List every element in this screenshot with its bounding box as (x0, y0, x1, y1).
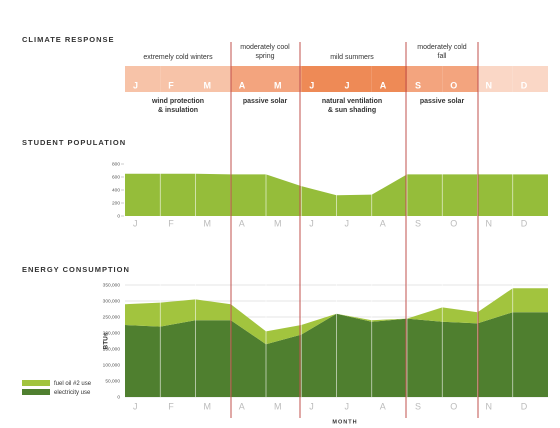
month-cell (160, 66, 196, 92)
x-tick-label: J (345, 401, 350, 411)
area-extension (512, 174, 548, 216)
section-title: CLIMATE RESPONSE (22, 35, 115, 44)
x-tick-label: N (486, 218, 493, 228)
season-label: extremely cold winters (143, 54, 213, 61)
strategy-label: & sun shading (328, 107, 376, 114)
y-tick-label: 50,000 (105, 378, 120, 384)
season-label: fall (438, 53, 447, 60)
x-tick-label: M (274, 218, 282, 228)
x-tick-label: J (309, 218, 314, 228)
month-cell (442, 66, 478, 92)
month-label: D (521, 80, 528, 90)
x-tick-label: N (486, 401, 493, 411)
area (125, 173, 513, 216)
season-label: moderately cool (240, 44, 290, 51)
x-axis-label: MONTH (332, 419, 357, 425)
month-label: J (345, 80, 350, 90)
month-label: S (415, 80, 421, 90)
y-tick-label: 400 (112, 187, 120, 193)
x-tick-label: M (204, 218, 212, 228)
x-tick-label: S (415, 218, 421, 228)
x-tick-label: S (415, 401, 421, 411)
x-tick-label: D (521, 401, 528, 411)
x-tick-label: O (450, 401, 457, 411)
month-cell (336, 66, 372, 92)
legend-label: fuel oil #2 use (54, 381, 92, 387)
x-tick-label: A (239, 218, 245, 228)
month-cell (195, 66, 231, 92)
month-cell (266, 66, 302, 92)
x-tick-label: D (521, 218, 528, 228)
y-tick-label: 150,000 (103, 346, 121, 352)
y-tick-label: 250,000 (103, 314, 121, 320)
strategy-label: natural ventilation (322, 98, 382, 105)
y-tick-label: 200,000 (103, 330, 121, 336)
x-tick-label: M (204, 401, 212, 411)
x-tick-label: J (309, 401, 314, 411)
y-tick-label: 350,000 (103, 282, 121, 288)
y-tick-label: 800 (112, 161, 120, 167)
month-cell (512, 66, 548, 92)
month-label: A (239, 80, 246, 90)
x-tick-label: J (345, 218, 350, 228)
x-tick-label: A (239, 401, 245, 411)
y-tick-label: 0 (117, 213, 120, 219)
x-tick-label: F (168, 401, 174, 411)
y-tick-label: 300,000 (103, 298, 121, 304)
x-tick-label: O (450, 218, 457, 228)
season-label: spring (255, 53, 274, 60)
month-label: J (133, 80, 138, 90)
x-tick-label: J (133, 401, 138, 411)
month-cell (477, 66, 513, 92)
legend-swatch (22, 389, 50, 395)
month-label: F (168, 80, 174, 90)
strategy-label: passive solar (243, 98, 288, 105)
stacked-area (125, 288, 513, 345)
legend-label: electricity use (54, 390, 91, 396)
strategy-label: passive solar (420, 98, 465, 105)
season-label: moderately cold (417, 44, 467, 51)
month-cell (301, 66, 337, 92)
y-tick-label: 200 (112, 200, 120, 206)
month-cell (230, 66, 266, 92)
y-tick-label: 100,000 (103, 362, 121, 368)
section-title: STUDENT POPULATION (22, 138, 126, 147)
season-label: mild summers (330, 54, 374, 61)
x-tick-label: A (380, 401, 386, 411)
month-label: O (450, 80, 457, 90)
month-cell (371, 66, 407, 92)
x-tick-label: J (133, 218, 138, 228)
month-label: M (274, 80, 282, 90)
month-label: J (309, 80, 314, 90)
x-tick-label: M (274, 401, 282, 411)
month-label: N (486, 80, 493, 90)
strategy-label: & insulation (158, 107, 198, 114)
section-title: ENERGY CONSUMPTION (22, 265, 130, 274)
y-tick-label: 600 (112, 174, 120, 180)
area-extension (512, 312, 548, 397)
month-label: A (380, 80, 387, 90)
month-cell (407, 66, 443, 92)
y-axis-label: BTUs (103, 332, 110, 349)
y-tick-label: 0 (117, 394, 120, 400)
x-tick-label: F (168, 218, 174, 228)
strategy-label: wind protection (151, 98, 204, 105)
area-extension (512, 288, 548, 313)
month-cell (125, 66, 161, 92)
legend-swatch (22, 380, 50, 386)
month-label: M (204, 80, 212, 90)
x-tick-label: A (380, 218, 386, 228)
stacked-area (125, 312, 513, 397)
